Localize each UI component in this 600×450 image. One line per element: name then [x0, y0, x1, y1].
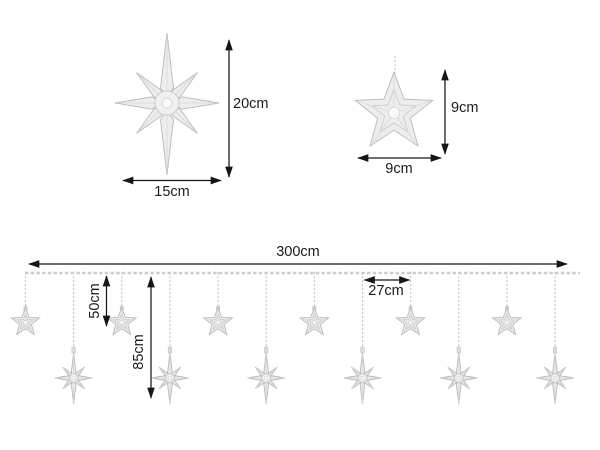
- curtain-drop-spacing-label: 27cm: [368, 282, 404, 299]
- large-star-width-label: 15cm: [154, 183, 190, 200]
- curtain-drops-group: [10, 272, 574, 405]
- small-star-height-label: 9cm: [451, 99, 479, 116]
- curtain-drop-small-star: [10, 272, 41, 336]
- large-star-image: [343, 352, 382, 405]
- bulb-connector: [264, 346, 269, 354]
- curtain-drop-large-star: [439, 272, 478, 405]
- bulb-connector: [167, 346, 172, 354]
- small-star-image: [203, 307, 233, 336]
- large-star-image: [439, 352, 478, 405]
- curtain-drop-large-star: [536, 272, 574, 405]
- large-star-height-label: 20cm: [233, 95, 269, 112]
- curtain-drop-small-star: [395, 272, 426, 336]
- large-star-image: [247, 352, 286, 405]
- large-star-image: [54, 352, 93, 405]
- small-star-width-label: 9cm: [385, 160, 413, 177]
- small-five-point-star-illustration: [353, 56, 435, 148]
- curtain-drop-small-star: [299, 272, 330, 336]
- curtain-long-drop-label: 85cm: [130, 334, 147, 370]
- curtain-drop-large-star: [54, 272, 93, 405]
- curtain-short-drop-label: 50cm: [86, 283, 103, 319]
- bulb-connector: [360, 346, 365, 354]
- small-star-image: [492, 307, 522, 336]
- small-star-image: [395, 307, 426, 336]
- large-star-image: [536, 352, 574, 405]
- large-star-image: [151, 352, 189, 405]
- small-star-image: [10, 307, 41, 336]
- curtain-drop-large-star: [247, 272, 286, 405]
- curtain-drop-small-star: [107, 272, 137, 336]
- curtain-drop-large-star: [343, 272, 382, 405]
- curtain-drop-small-star: [203, 272, 233, 336]
- bulb-connector: [71, 346, 76, 354]
- small-star-image: [107, 307, 137, 336]
- bulb-connector: [552, 346, 558, 354]
- large-eight-point-star-illustration: [114, 32, 220, 176]
- curtain-total-length-label: 300cm: [276, 243, 320, 260]
- curtain-drop-large-star: [151, 272, 189, 405]
- small-star-image: [299, 307, 330, 336]
- bulb-connector: [456, 346, 461, 354]
- curtain-drop-small-star: [492, 272, 522, 336]
